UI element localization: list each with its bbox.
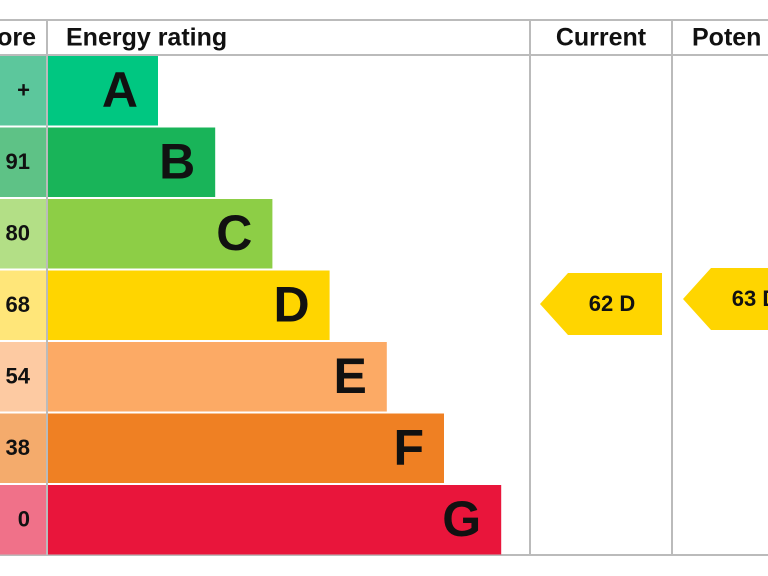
- score-header: ore: [0, 24, 36, 52]
- band-letter: C: [216, 205, 252, 261]
- rating-header: Energy rating: [66, 24, 227, 52]
- score-cell: [0, 199, 46, 269]
- score-cell: [0, 342, 46, 412]
- rating-band: [48, 485, 502, 555]
- score-cell: [0, 270, 46, 340]
- rating-band: [48, 342, 387, 412]
- band-letter: A: [102, 62, 138, 118]
- current-arrow: [540, 273, 662, 335]
- score-cell: [0, 127, 46, 197]
- score-range: +: [17, 78, 30, 103]
- band-letter: D: [273, 276, 309, 332]
- rating-band: [48, 413, 444, 483]
- score-cell: [0, 413, 46, 483]
- potential-rating: 63 D: [732, 286, 768, 311]
- score-range: 0: [18, 507, 30, 532]
- score-range: 68: [6, 292, 30, 317]
- band-letter: F: [393, 419, 424, 475]
- rating-band: [48, 199, 273, 269]
- potential-header: Poten: [692, 24, 761, 52]
- score-range: 91: [6, 149, 30, 174]
- current-rating: 62 D: [589, 291, 635, 316]
- score-range: 80: [6, 221, 30, 246]
- potential-arrow: [683, 268, 768, 330]
- band-letter: B: [159, 133, 195, 189]
- band-letter: G: [442, 491, 481, 547]
- score-cell: [0, 56, 46, 126]
- score-range: 38: [6, 435, 30, 460]
- rating-band: [48, 127, 216, 197]
- rating-band: [48, 270, 330, 340]
- rating-band: [48, 56, 158, 126]
- current-header: Current: [556, 24, 647, 52]
- score-range: 54: [6, 364, 31, 389]
- band-letter: E: [333, 348, 366, 404]
- score-cell: [0, 485, 46, 555]
